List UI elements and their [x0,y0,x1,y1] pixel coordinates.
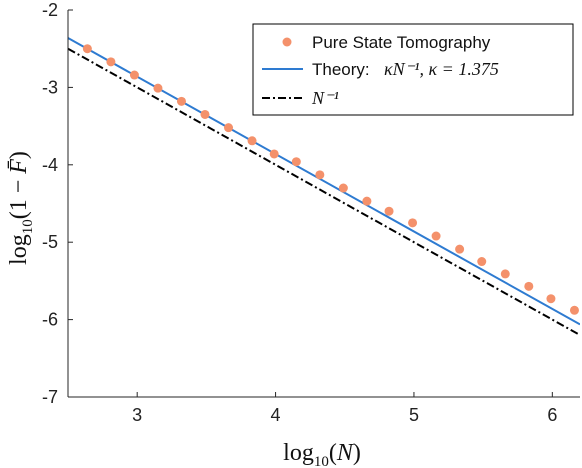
data-point [200,109,210,119]
x-tick-label: 6 [547,405,557,425]
data-point [431,231,441,241]
theory-line [68,37,580,326]
reference-line [68,47,580,336]
legend-ref-label: N⁻¹ [311,88,339,108]
data-point [247,136,257,146]
y-tick-label: -5 [42,232,58,252]
legend: Pure State Tomography Theory: κN⁻¹, κ = … [252,23,574,116]
y-axis-label: log10(1 − F̄) [6,151,36,265]
data-point [477,257,487,267]
data-point [176,96,186,106]
x-axis-label: log10(N) [283,440,361,468]
legend-scatter-label: Pure State Tomography [312,33,491,52]
data-point [408,218,418,228]
x-tick-label: 4 [271,405,281,425]
data-point [153,83,163,93]
data-point [338,183,348,193]
data-point [291,157,301,167]
data-point [569,305,579,315]
y-tick-label: -6 [42,310,58,330]
data-point [500,269,510,279]
data-point [82,44,92,54]
x-tick-label: 3 [132,405,142,425]
y-tick-label: -7 [42,387,58,407]
axes: 3 4 5 6 -2 -3 -4 -5 -6 -7 [42,0,580,425]
data-point [524,281,534,291]
x-tick-label: 5 [409,405,419,425]
y-tick-label: -3 [42,77,58,97]
y-tick-label: -4 [42,155,58,175]
data-point [269,149,279,159]
data-point [455,244,465,254]
data-point [384,206,394,216]
data-point [129,70,139,80]
legend-theory-math: κN⁻¹, κ = 1.375 [384,59,499,79]
legend-theory-label: Theory: [312,60,370,79]
data-point [362,196,372,206]
y-tick-label: -2 [42,0,58,20]
series-layer [68,37,580,336]
data-point [106,57,116,67]
data-point [224,123,234,133]
data-point [546,294,556,304]
data-point [315,170,325,180]
legend-box [252,23,574,116]
legend-scatter-marker [282,37,292,47]
